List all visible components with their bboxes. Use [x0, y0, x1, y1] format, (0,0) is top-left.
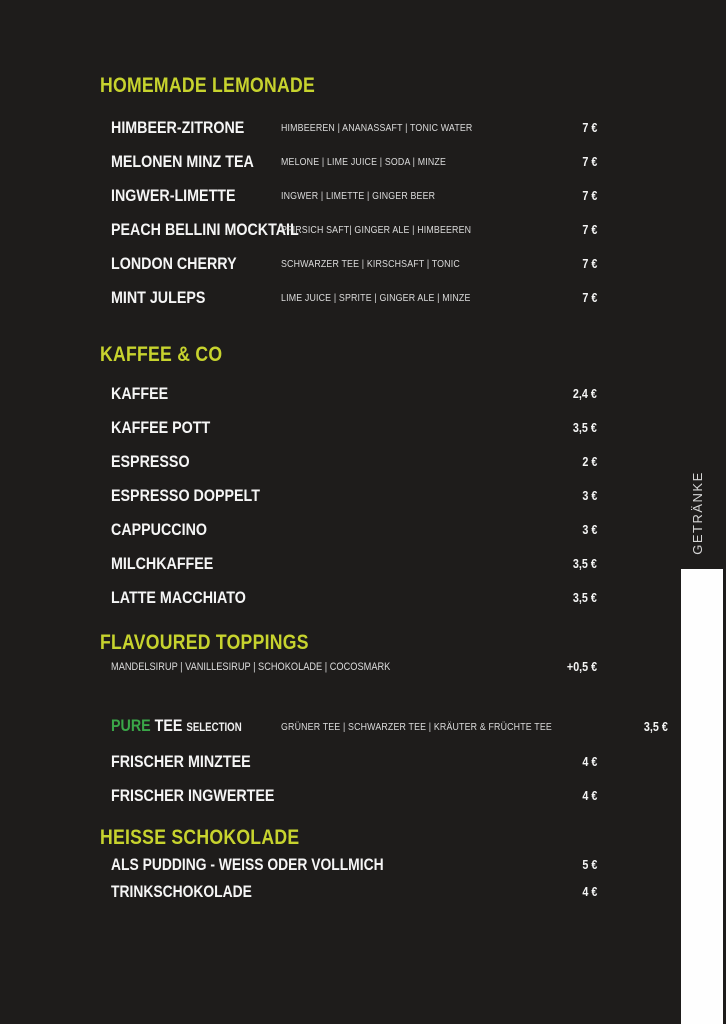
- menu-item-row: FRISCHER INGWERTEE 4 €: [111, 785, 597, 806]
- section-content: PURE TEE SELECTION GRÜNER TEE | SCHWARZE…: [100, 715, 668, 806]
- menu-item-row: MINT JULEPS LIME JUICE | SPRITE | GINGER…: [111, 287, 597, 308]
- drinks-menu: HOMEMADE LEMONADE HIMBEER-ZITRONE HIMBEE…: [100, 75, 668, 909]
- menu-item-row: INGWER-LIMETTE INGWER | LIMETTE | GINGER…: [111, 185, 597, 206]
- item-price: 3 €: [582, 488, 597, 503]
- item-price: 2 €: [582, 454, 597, 469]
- tee-sub-label: SELECTION: [186, 722, 242, 734]
- item-name: MINT JULEPS: [111, 288, 206, 307]
- section-title-schokolade: HEISSE SCHOKOLADE: [100, 827, 597, 849]
- section-content: MANDELSIRUP | VANILLESIRUP | SCHOKOLADE …: [100, 660, 597, 674]
- item-name: LONDON CHERRY: [111, 254, 237, 273]
- menu-item-row: MANDELSIRUP | VANILLESIRUP | SCHOKOLADE …: [111, 660, 597, 674]
- section-title-homemade-lemonade: HOMEMADE LEMONADE: [100, 75, 597, 97]
- item-description: SCHWARZER TEE | KIRSCHSAFT | TONIC: [281, 257, 460, 270]
- menu-item-row: FRISCHER MINZTEE 4 €: [111, 751, 597, 772]
- item-name: FRISCHER INGWERTEE: [111, 786, 275, 805]
- item-price: 4 €: [582, 788, 597, 803]
- section-content: HIMBEER-ZITRONE HIMBEEREN | ANANASSAFT |…: [100, 117, 597, 308]
- section-title-toppings: FLAVOURED TOPPINGS: [100, 632, 597, 654]
- item-description: LIME JUICE | SPRITE | GINGER ALE | MINZE: [281, 291, 471, 304]
- section-content: KAFFEE 2,4 € KAFFEE POTT 3,5 € ESPRESSO …: [100, 383, 597, 608]
- item-price: 4 €: [582, 754, 597, 769]
- item-name: ESPRESSO DOPPELT: [111, 486, 260, 505]
- item-price: 7 €: [582, 290, 597, 305]
- item-price: +0,5 €: [566, 660, 597, 674]
- item-name: ESPRESSO: [111, 452, 190, 471]
- item-price: 7 €: [582, 256, 597, 271]
- item-name: MILCHKAFFEE: [111, 554, 214, 573]
- menu-item-row: ALS PUDDING - WEISS ODER VOLLMICH 5 €: [111, 855, 597, 875]
- menu-item-row: PURE TEE SELECTION GRÜNER TEE | SCHWARZE…: [111, 715, 668, 739]
- section-heisse-schokolade: HEISSE SCHOKOLADE ALS PUDDING - WEISS OD…: [100, 827, 597, 902]
- item-price: 2,4 €: [573, 386, 597, 401]
- item-name: ALS PUDDING - WEISS ODER VOLLMICH: [111, 855, 384, 874]
- menu-item-row: LATTE MACCHIATO 3,5 €: [111, 587, 597, 608]
- item-description: HIMBEEREN | ANANASSAFT | TONIC WATER: [281, 121, 473, 134]
- item-price: 7 €: [582, 154, 597, 169]
- item-price: 3 €: [582, 522, 597, 537]
- section-flavoured-toppings: FLAVOURED TOPPINGS MANDELSIRUP | VANILLE…: [100, 632, 597, 675]
- item-name: MELONEN MINZ TEA: [111, 152, 254, 171]
- item-name: FRISCHER MINZTEE: [111, 752, 251, 771]
- item-price: 3,5 €: [573, 420, 597, 435]
- item-price: 5 €: [582, 858, 597, 872]
- item-price: 3,5 €: [573, 556, 597, 571]
- section-homemade-lemonade: HOMEMADE LEMONADE HIMBEER-ZITRONE HIMBEE…: [100, 75, 597, 308]
- menu-item-row: MILCHKAFFEE 3,5 €: [111, 553, 597, 574]
- tee-main-label: TEE: [150, 716, 187, 735]
- item-price: 7 €: [582, 222, 597, 237]
- section-title-text: KAFFEE & CO: [100, 343, 223, 366]
- item-price: 3,5 €: [643, 720, 668, 734]
- item-name: PEACH BELLINI MOCKTAIL: [111, 220, 299, 239]
- menu-item-row: KAFFEE POTT 3,5 €: [111, 417, 597, 438]
- menu-item-row: TRINKSCHOKOLADE 4 €: [111, 882, 597, 902]
- section-title-text: HEISSE SCHOKOLADE: [100, 826, 300, 849]
- item-description: INGWER | LIMETTE | GINGER BEER: [281, 189, 436, 202]
- menu-item-row: ESPRESSO 2 €: [111, 451, 597, 472]
- item-name: LATTE MACCHIATO: [111, 588, 246, 607]
- item-name: KAFFEE: [111, 384, 169, 403]
- menu-item-row: LONDON CHERRY SCHWARZER TEE | KIRSCHSAFT…: [111, 253, 597, 274]
- item-name: CAPPUCCINO: [111, 520, 208, 539]
- menu-item-row: MELONEN MINZ TEA MELONE | LIME JUICE | S…: [111, 151, 597, 172]
- menu-item-row: PEACH BELLINI MOCKTAIL PFIRSICH SAFT| GI…: [111, 219, 597, 240]
- menu-item-row: ESPRESSO DOPPELT 3 €: [111, 485, 597, 506]
- menu-item-row: CAPPUCCINO 3 €: [111, 519, 597, 540]
- menu-item-row: HIMBEER-ZITRONE HIMBEEREN | ANANASSAFT |…: [111, 117, 597, 138]
- item-name: TRINKSCHOKOLADE: [111, 882, 252, 901]
- section-content: ALS PUDDING - WEISS ODER VOLLMICH 5 € TR…: [100, 855, 597, 902]
- item-name: PURE TEE SELECTION: [111, 715, 281, 739]
- item-name: KAFFEE POTT: [111, 418, 211, 437]
- item-description: MANDELSIRUP | VANILLESIRUP | SCHOKOLADE …: [111, 661, 391, 673]
- section-title-text: HOMEMADE LEMONADE: [100, 74, 315, 97]
- menu-item-row: KAFFEE 2,4 €: [111, 383, 597, 404]
- section-kaffee-und-co: KAFFEE & CO KAFFEE 2,4 € KAFFEE POTT 3,5…: [100, 344, 597, 608]
- item-price: 7 €: [582, 120, 597, 135]
- page-side-label: GETRÄNKE: [690, 471, 705, 555]
- item-price: 3,5 €: [573, 590, 597, 605]
- item-name: HIMBEER-ZITRONE: [111, 118, 245, 137]
- item-price: 4 €: [582, 885, 597, 899]
- tee-highlight-label: PURE: [111, 716, 151, 735]
- side-accent-bar: [681, 569, 723, 1024]
- item-name: INGWER-LIMETTE: [111, 186, 236, 205]
- section-title-text: FLAVOURED TOPPINGS: [100, 631, 309, 654]
- item-description: PFIRSICH SAFT| GINGER ALE | HIMBEEREN: [281, 223, 472, 236]
- item-price: 7 €: [582, 188, 597, 203]
- item-description: MELONE | LIME JUICE | SODA | MINZE: [281, 155, 447, 168]
- section-pure-tee-selection: PURE TEE SELECTION GRÜNER TEE | SCHWARZE…: [100, 715, 668, 806]
- section-title-kaffee: KAFFEE & CO: [100, 344, 597, 366]
- item-description: GRÜNER TEE | SCHWARZER TEE | KRÄUTER & F…: [281, 721, 552, 733]
